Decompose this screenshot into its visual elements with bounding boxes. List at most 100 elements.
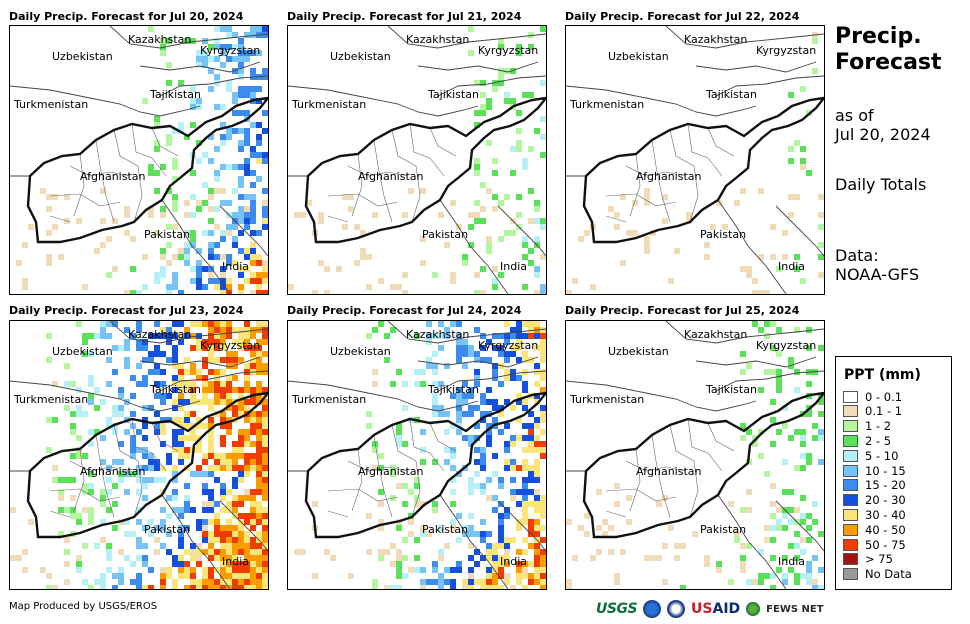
- province-border: [95, 139, 107, 197]
- legend-item: 50 - 75: [843, 537, 906, 552]
- country-label-pakistan: Pakistan: [144, 523, 190, 536]
- country-border: [665, 321, 824, 344]
- panel-title: Daily Precip. Forecast for Jul 22, 2024: [565, 10, 800, 23]
- country-label-uzbekistan: Uzbekistan: [330, 50, 391, 63]
- panel-title: Daily Precip. Forecast for Jul 23, 2024: [9, 304, 244, 317]
- country-label-pakistan: Pakistan: [144, 228, 190, 241]
- province-border: [429, 422, 457, 452]
- province-border: [69, 165, 131, 177]
- panel-title: Daily Precip. Forecast for Jul 20, 2024: [9, 10, 244, 23]
- as-of-date: Jul 20, 2024: [835, 125, 931, 144]
- province-border: [113, 129, 139, 167]
- country-label-uzbekistan: Uzbekistan: [330, 345, 391, 358]
- legend-label: 40 - 50: [865, 522, 906, 537]
- province-border: [605, 488, 677, 502]
- country-label-kazakhstan: Kazakhstan: [406, 33, 469, 46]
- country-label-tajikistan: Tajikistan: [705, 383, 757, 396]
- province-border: [351, 153, 363, 217]
- country-label-uzbekistan: Uzbekistan: [608, 345, 669, 358]
- country-label-india: India: [778, 260, 805, 273]
- side-title: Precip. Forecast: [835, 24, 942, 76]
- country-label-kyrgyzstan: Kyrgyzstan: [200, 44, 260, 57]
- province-border: [327, 215, 349, 223]
- afghanistan-border: [582, 96, 824, 244]
- legend-swatch: [843, 508, 858, 521]
- data-source-name: NOAA-GFS: [835, 265, 920, 284]
- province-border: [411, 460, 421, 518]
- legend-item: 15 - 20: [843, 478, 906, 493]
- legend-item: 1 - 2: [843, 419, 891, 434]
- country-label-india: India: [222, 555, 249, 568]
- country-label-tajikistan: Tajikistan: [705, 88, 757, 101]
- forecast-map: Kazakhstan Kyrgyzstan Uzbekistan Tajikistan…: [565, 320, 825, 590]
- province-border: [131, 123, 167, 177]
- province-border: [95, 434, 107, 492]
- province-border: [689, 165, 699, 223]
- country-border: [566, 85, 757, 117]
- province-border: [689, 460, 699, 518]
- legend-label: 1 - 2: [865, 419, 892, 434]
- country-label-afghanistan: Afghanistan: [358, 465, 424, 478]
- province-border: [327, 510, 349, 518]
- afghanistan-border: [26, 96, 268, 244]
- country-label-turkmenistan: Turkmenistan: [291, 393, 366, 406]
- country-border: [695, 61, 817, 73]
- country-label-turkmenistan: Turkmenistan: [13, 393, 88, 406]
- legend-label: 20 - 30: [865, 493, 906, 508]
- fews-net-logo: FEWS NET: [766, 603, 824, 615]
- province-border: [605, 510, 627, 518]
- legend-item: 2 - 5: [843, 433, 891, 448]
- country-border: [437, 370, 546, 392]
- country-border: [497, 205, 546, 257]
- country-label-india: India: [500, 260, 527, 273]
- province-border: [605, 193, 677, 207]
- country-label-kazakhstan: Kazakhstan: [684, 33, 747, 46]
- country-label-pakistan: Pakistan: [422, 228, 468, 241]
- precip-map-svg: Kazakhstan Kyrgyzstan Uzbekistan Tajikistan…: [10, 321, 268, 589]
- country-border: [717, 494, 787, 589]
- country-label-pakistan: Pakistan: [700, 523, 746, 536]
- province-border: [409, 123, 445, 177]
- forecast-map: Kazakhstan Kyrgyzstan Uzbekistan Tajikistan…: [9, 25, 269, 295]
- country-border: [439, 494, 509, 589]
- province-border: [625, 165, 687, 177]
- province-border: [661, 490, 671, 518]
- province-border: [327, 488, 399, 502]
- legend-swatch: [843, 538, 858, 551]
- nws-logo-icon: [667, 600, 686, 618]
- legend-label: 2 - 5: [865, 433, 892, 448]
- country-border: [417, 356, 539, 368]
- province-border: [707, 127, 735, 157]
- precip-map-svg: Kazakhstan Kyrgyzstan Uzbekistan Tajikistan…: [566, 26, 824, 294]
- country-border: [715, 75, 824, 97]
- legend-label: 50 - 75: [865, 537, 906, 552]
- province-border: [707, 422, 735, 452]
- country-label-kazakhstan: Kazakhstan: [128, 328, 191, 341]
- country-border: [288, 380, 479, 412]
- country-border: [387, 321, 546, 344]
- country-border: [10, 85, 201, 117]
- province-border: [73, 448, 85, 512]
- province-border: [131, 418, 167, 472]
- country-label-kazakhstan: Kazakhstan: [684, 328, 747, 341]
- country-label-turkmenistan: Turkmenistan: [291, 98, 366, 111]
- country-border: [715, 370, 824, 392]
- country-label-pakistan: Pakistan: [700, 228, 746, 241]
- country-border: [288, 85, 479, 117]
- country-border: [775, 205, 824, 257]
- country-border: [139, 356, 261, 368]
- country-border: [695, 356, 817, 368]
- legend-title: PPT (mm): [844, 367, 921, 383]
- data-source-line1: Data:: [835, 246, 879, 265]
- province-border: [411, 165, 421, 223]
- legend-label: 15 - 20: [865, 478, 906, 493]
- country-label-kazakhstan: Kazakhstan: [406, 328, 469, 341]
- precip-map-svg: Kazakhstan Kyrgyzstan Uzbekistan Tajikistan…: [10, 26, 268, 294]
- country-label-afghanistan: Afghanistan: [636, 170, 702, 183]
- country-border: [417, 61, 539, 73]
- legend-label: 5 - 10: [865, 448, 899, 463]
- country-label-kyrgyzstan: Kyrgyzstan: [756, 44, 816, 57]
- legend-label: No Data: [865, 567, 912, 582]
- province-border: [327, 193, 399, 207]
- as-of-label: as of Jul 20, 2024: [835, 106, 931, 144]
